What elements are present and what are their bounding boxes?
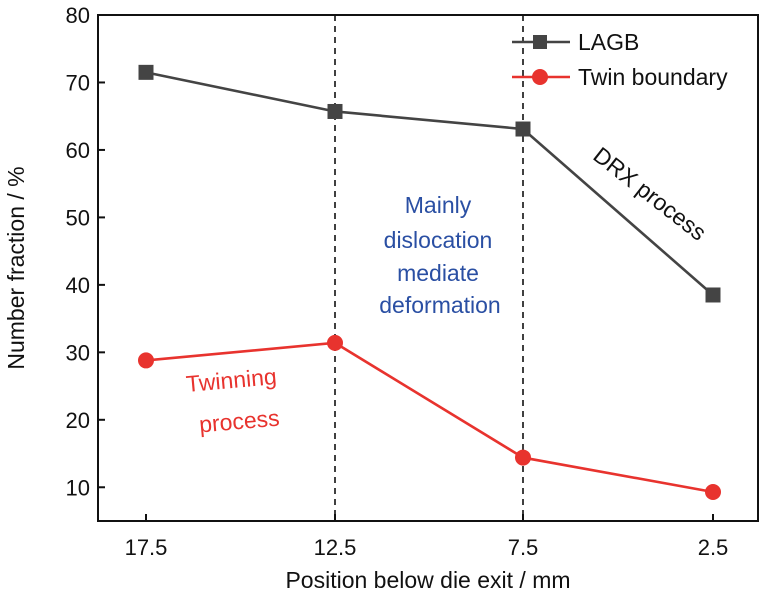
annotation-mid-line-4: deformation [379,292,500,318]
plot-frame [97,14,759,522]
y-tick-label: 60 [66,138,90,163]
twin-point [705,483,721,500]
x-tick-label: 12.5 [314,535,357,560]
x-axis-title: Position below die exit / mm [285,567,570,593]
y-tick-label: 50 [66,205,90,230]
y-axis-title: Number fraction / % [3,166,29,369]
y-tick-label: 80 [66,3,90,28]
annotation-twin-line-1: Twinning [185,363,278,397]
series-line-lagb [145,71,714,296]
lagb-point [515,121,531,137]
y-tick-label: 70 [66,70,90,95]
annotation-mid-line-1: Mainly [405,192,472,218]
x-tick-label: 7.5 [508,535,539,560]
y-tick-label: 30 [66,340,90,365]
lagb-point [327,103,343,119]
series-layer [138,64,721,500]
twin-point [138,352,154,369]
x-tick-label: 2.5 [698,535,729,560]
lagb-point [138,64,154,80]
annotation-mid-line-3: mediate [397,260,479,286]
y-tick-label: 40 [66,273,90,298]
lagb-point [705,287,721,303]
legend-twin-marker [532,69,548,85]
y-tick-label: 10 [66,475,90,500]
x-tick-label: 17.5 [125,535,168,560]
legend: LAGB Twin boundary [512,29,728,90]
legend-lagb-label: LAGB [578,29,639,55]
tick-labels: 10 20 30 40 50 60 70 80 17.5 12.5 7.5 2.5 [66,3,729,560]
y-tick-label: 20 [66,408,90,433]
series-line-twin [145,341,714,494]
region-dividers [334,15,524,521]
twin-point [327,334,343,351]
annotation-drx: DRX process [589,142,712,246]
twin-point [515,449,531,466]
annotation-mid-line-2: dislocation [384,227,493,253]
annotations: Mainly dislocation mediate deformation T… [185,142,711,438]
legend-lagb-marker [533,35,547,49]
legend-twin-label: Twin boundary [578,64,728,90]
annotation-twin-line-2: process [198,405,281,438]
